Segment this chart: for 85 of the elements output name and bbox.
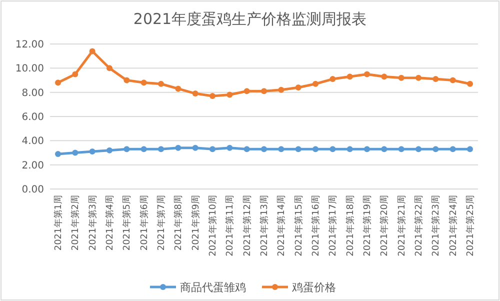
chart-title: 2021年度蛋鸡生产价格监测周报表 bbox=[133, 10, 367, 28]
point bbox=[175, 144, 182, 151]
point bbox=[89, 148, 96, 155]
x-tick-label: 2021年第21周 bbox=[396, 195, 408, 256]
point bbox=[467, 80, 473, 87]
legend-label: 商品代蛋雏鸡 bbox=[180, 280, 246, 294]
point bbox=[330, 76, 336, 82]
x-tick-label: 2021年第4周 bbox=[104, 195, 116, 251]
point bbox=[346, 146, 353, 152]
point bbox=[175, 86, 182, 92]
point bbox=[330, 146, 336, 152]
x-tick-label: 2021年第23周 bbox=[430, 195, 442, 256]
point bbox=[55, 150, 61, 157]
x-tick-label: 2021年第5周 bbox=[122, 195, 133, 251]
point bbox=[89, 48, 96, 54]
point bbox=[381, 74, 388, 80]
point bbox=[124, 146, 130, 152]
y-tick-label: 0.00 bbox=[22, 184, 44, 196]
x-tick-label: 2021年第1周 bbox=[53, 195, 64, 251]
point bbox=[226, 144, 233, 151]
point bbox=[192, 144, 198, 151]
point bbox=[416, 74, 422, 81]
point bbox=[106, 147, 112, 154]
point bbox=[432, 146, 439, 152]
point bbox=[398, 74, 404, 81]
x-tick-label: 2021年第24周 bbox=[448, 195, 459, 256]
point bbox=[364, 71, 370, 78]
point bbox=[295, 146, 302, 152]
x-tick-label: 2021年第11周 bbox=[224, 195, 236, 256]
point bbox=[261, 146, 267, 152]
point bbox=[124, 77, 130, 84]
point bbox=[210, 92, 216, 99]
x-tick-label: 2021年第3周 bbox=[87, 195, 98, 251]
point bbox=[346, 74, 353, 80]
x-tick-label: 2021年第10周 bbox=[208, 195, 218, 256]
point bbox=[210, 146, 216, 152]
point bbox=[158, 80, 164, 87]
point bbox=[278, 146, 284, 152]
point bbox=[467, 146, 473, 152]
y-tick-label: 6.00 bbox=[22, 112, 44, 123]
x-tick-label: 2021年第9周 bbox=[190, 195, 202, 251]
x-tick-label: 2021年第6周 bbox=[138, 195, 150, 251]
x-tick-label: 2021年第8周 bbox=[173, 195, 184, 251]
x-tick-label: 2021年第22周 bbox=[414, 195, 424, 256]
x-tick-label: 2021年第2周 bbox=[70, 195, 82, 251]
y-tick-label: 8.00 bbox=[22, 88, 44, 99]
legend-label: 鸡蛋价格 bbox=[291, 280, 336, 294]
x-tick-label: 2021年第12周 bbox=[242, 195, 253, 256]
point bbox=[261, 88, 267, 94]
point bbox=[244, 146, 250, 152]
x-tick-label: 2021年第14周 bbox=[276, 195, 288, 256]
x-tick-label: 2021年第15周 bbox=[293, 195, 304, 256]
x-tick-label: 2021年第18周 bbox=[344, 195, 356, 256]
point bbox=[140, 146, 147, 152]
point bbox=[450, 77, 456, 84]
point bbox=[158, 146, 164, 152]
x-tick-label: 2021年第16周 bbox=[310, 195, 322, 256]
point bbox=[381, 146, 388, 152]
point bbox=[72, 150, 78, 156]
x-tick-label: 2021年第13周 bbox=[259, 195, 270, 256]
point bbox=[72, 71, 78, 78]
x-tick-label: 2021年第17周 bbox=[328, 195, 339, 256]
x-tick-label: 2021年第7周 bbox=[156, 195, 167, 251]
point bbox=[55, 80, 61, 86]
y-tick-label: 12.00 bbox=[15, 40, 44, 50]
point bbox=[416, 146, 422, 152]
point bbox=[106, 65, 112, 72]
x-tick-label: 2021年第20周 bbox=[379, 195, 390, 256]
point bbox=[140, 80, 147, 86]
point bbox=[364, 146, 370, 152]
x-tick-label: 2021年第25周 bbox=[465, 195, 476, 256]
point bbox=[226, 92, 233, 98]
point bbox=[450, 146, 456, 152]
y-tick-label: 4.00 bbox=[22, 136, 44, 148]
point bbox=[312, 80, 318, 87]
point bbox=[398, 146, 404, 152]
point bbox=[312, 146, 318, 152]
point bbox=[295, 84, 302, 90]
point bbox=[244, 88, 250, 94]
y-tick-label: 2.00 bbox=[22, 160, 44, 172]
y-tick-label: 10.00 bbox=[15, 64, 44, 75]
point bbox=[432, 76, 439, 82]
point bbox=[278, 86, 284, 93]
point bbox=[192, 90, 198, 97]
x-tick-label: 2021年第19周 bbox=[362, 195, 373, 256]
